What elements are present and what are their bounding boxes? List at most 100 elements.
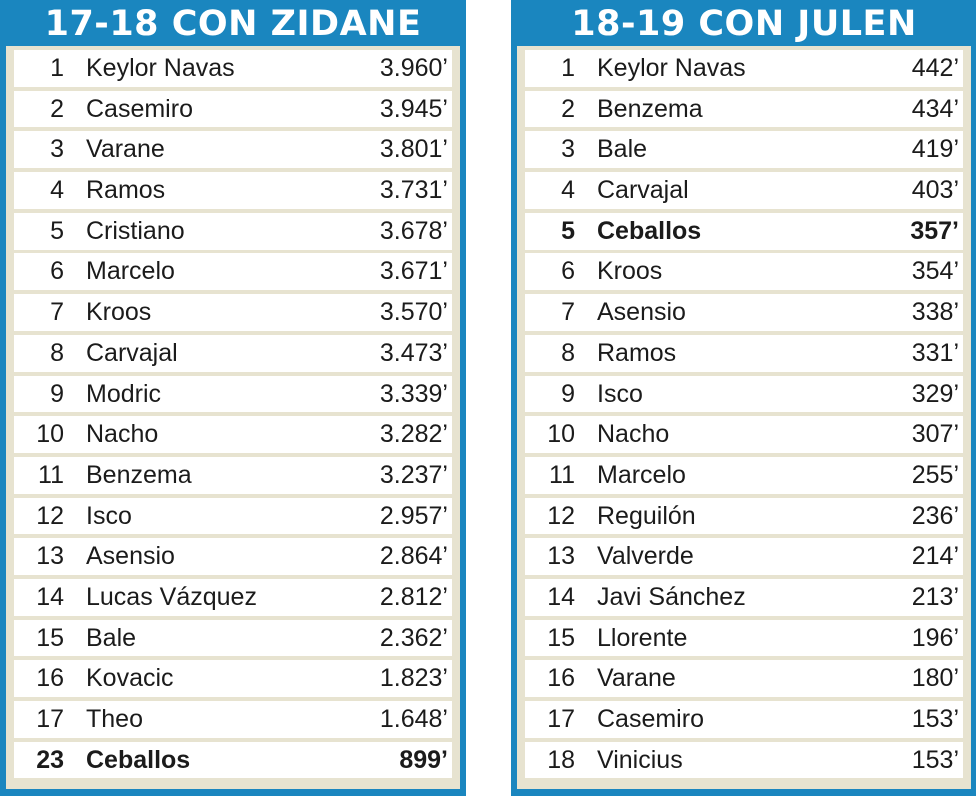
minutes-cell: 3.473’: [379, 338, 448, 367]
minutes-cell: 3.801’: [379, 135, 448, 164]
rank-cell: 14: [547, 582, 575, 611]
table-row: 6 Kroos 354’: [525, 253, 963, 291]
player-name-cell: Varane: [86, 135, 165, 164]
minutes-cell: 354’: [911, 257, 959, 286]
minutes-cell: 255’: [911, 460, 959, 489]
rank-cell: 6: [561, 257, 575, 286]
player-name-cell: Carvajal: [86, 338, 178, 367]
player-name-cell: Nacho: [86, 420, 159, 449]
table-row: 2 Benzema 434’: [525, 90, 963, 128]
table-row: 8 Ramos 331’: [525, 334, 963, 372]
rank-cell: 3: [561, 135, 575, 164]
player-name-cell: Vinicius: [597, 745, 683, 774]
rank-cell: 3: [50, 135, 64, 164]
player-name-cell: Reguilón: [597, 501, 696, 530]
player-name-cell: Bale: [597, 135, 648, 164]
rank-cell: 11: [38, 460, 64, 489]
rank-cell: 4: [561, 176, 575, 205]
table-row: 1 Keylor Navas 3.960’: [14, 50, 452, 87]
minutes-cell: 3.678’: [379, 216, 448, 245]
table-row: 9 Isco 329’: [525, 375, 963, 413]
rank-cell: 1: [50, 54, 64, 82]
rank-cell: 10: [36, 420, 64, 449]
minutes-cell: 307’: [911, 420, 959, 449]
minutes-cell: 236’: [911, 501, 959, 530]
rank-cell: 17: [547, 705, 575, 733]
rank-cell: 15: [36, 623, 64, 652]
minutes-cell: 419’: [911, 135, 959, 164]
rank-cell: 16: [36, 664, 64, 693]
minutes-cell: 3.237’: [379, 460, 448, 489]
player-name-cell: Nacho: [597, 420, 670, 449]
player-name-cell: Ramos: [597, 338, 677, 367]
table-row: 5 Cristiano 3.678’: [14, 212, 452, 250]
player-name-cell: Kroos: [597, 257, 663, 286]
table-row: 1 Keylor Navas 442’: [525, 50, 963, 87]
minutes-cell: 3.731’: [379, 176, 448, 205]
minutes-cell: 2.812’: [379, 582, 448, 611]
minutes-cell: 153’: [911, 745, 959, 774]
rank-cell: 18: [547, 745, 575, 774]
zidane-panel-title: 17-18 CON ZIDANE: [44, 4, 422, 44]
player-name-cell: Keylor Navas: [86, 54, 235, 82]
table-row: 11 Benzema 3.237’: [14, 456, 452, 494]
table-row: 17 Theo 1.648’: [14, 701, 452, 738]
player-name-cell: Bale: [86, 623, 137, 652]
player-name-cell: Casemiro: [597, 705, 704, 733]
minutes-cell: 213’: [911, 582, 959, 611]
rank-cell: 11: [549, 460, 575, 489]
table-row: 3 Varane 3.801’: [14, 131, 452, 169]
table-row: 15 Llorente 196’: [525, 619, 963, 657]
table-row: 11 Marcelo 255’: [525, 456, 963, 494]
minutes-cell: 338’: [911, 298, 959, 327]
rank-cell: 7: [561, 298, 575, 327]
player-name-cell: Marcelo: [597, 460, 686, 489]
table-row: 4 Carvajal 403’: [525, 172, 963, 209]
player-name-cell: Marcelo: [86, 257, 175, 286]
table-row: 15 Bale 2.362’: [14, 619, 452, 657]
player-name-cell: Valverde: [597, 542, 694, 571]
rank-cell: 5: [50, 216, 64, 245]
minutes-cell: 153’: [911, 705, 959, 733]
minutes-cell: 2.957’: [379, 501, 448, 530]
table-row: 2 Casemiro 3.945’: [14, 90, 452, 128]
player-name-cell: Isco: [86, 501, 132, 530]
julen-panel-title: 18-19 CON JULEN: [571, 4, 917, 44]
rank-cell: 8: [50, 338, 64, 367]
table-row: 16 Varane 180’: [525, 660, 963, 698]
table-row: 18 Vinicius 153’: [525, 741, 963, 779]
minutes-cell: 3.671’: [379, 257, 448, 286]
table-row: 14 Lucas Vázquez 2.812’: [14, 578, 452, 616]
table-row: 4 Ramos 3.731’: [14, 172, 452, 209]
player-name-cell: Casemiro: [86, 94, 193, 123]
rank-cell: 23: [36, 745, 64, 774]
rank-cell: 4: [50, 176, 64, 205]
table-row: 9 Modric 3.339’: [14, 375, 452, 413]
minutes-cell: 899’: [399, 745, 448, 774]
table-row: 17 Casemiro 153’: [525, 701, 963, 738]
minutes-cell: 196’: [911, 623, 959, 652]
table-row: 13 Asensio 2.864’: [14, 538, 452, 576]
zidane-minutes-table: 1 Keylor Navas 3.960’ 2 Casemiro 3.945’ 3 Varan…: [6, 46, 460, 789]
table-row: 14 Javi Sánchez 213’: [525, 578, 963, 616]
player-name-cell: Kroos: [86, 298, 152, 327]
rank-cell: 13: [547, 542, 575, 571]
julen-minutes-panel: 18-19 CON JULEN 1 Keylor Navas 442’ 2 Benzem…: [511, 0, 976, 796]
table-row: 6 Marcelo 3.671’: [14, 253, 452, 291]
table-row-highlighted: 23 Ceballos 899’: [14, 741, 452, 779]
player-name-cell: Javi Sánchez: [597, 582, 746, 611]
player-name-cell: Benzema: [86, 460, 192, 489]
table-row: 7 Asensio 338’: [525, 294, 963, 331]
player-name-cell: Isco: [597, 379, 643, 408]
player-name-cell: Ramos: [86, 176, 166, 205]
rank-cell: 10: [547, 420, 575, 449]
minutes-cell: 3.945’: [379, 94, 448, 123]
player-name-cell: Ceballos: [597, 216, 702, 245]
minutes-cell: 442’: [911, 54, 959, 82]
table-row-highlighted: 5 Ceballos 357’: [525, 212, 963, 250]
rank-cell: 2: [50, 94, 64, 123]
minutes-cell: 1.823’: [379, 664, 448, 693]
player-name-cell: Llorente: [597, 623, 688, 652]
rank-cell: 8: [561, 338, 575, 367]
rank-cell: 5: [561, 216, 575, 245]
